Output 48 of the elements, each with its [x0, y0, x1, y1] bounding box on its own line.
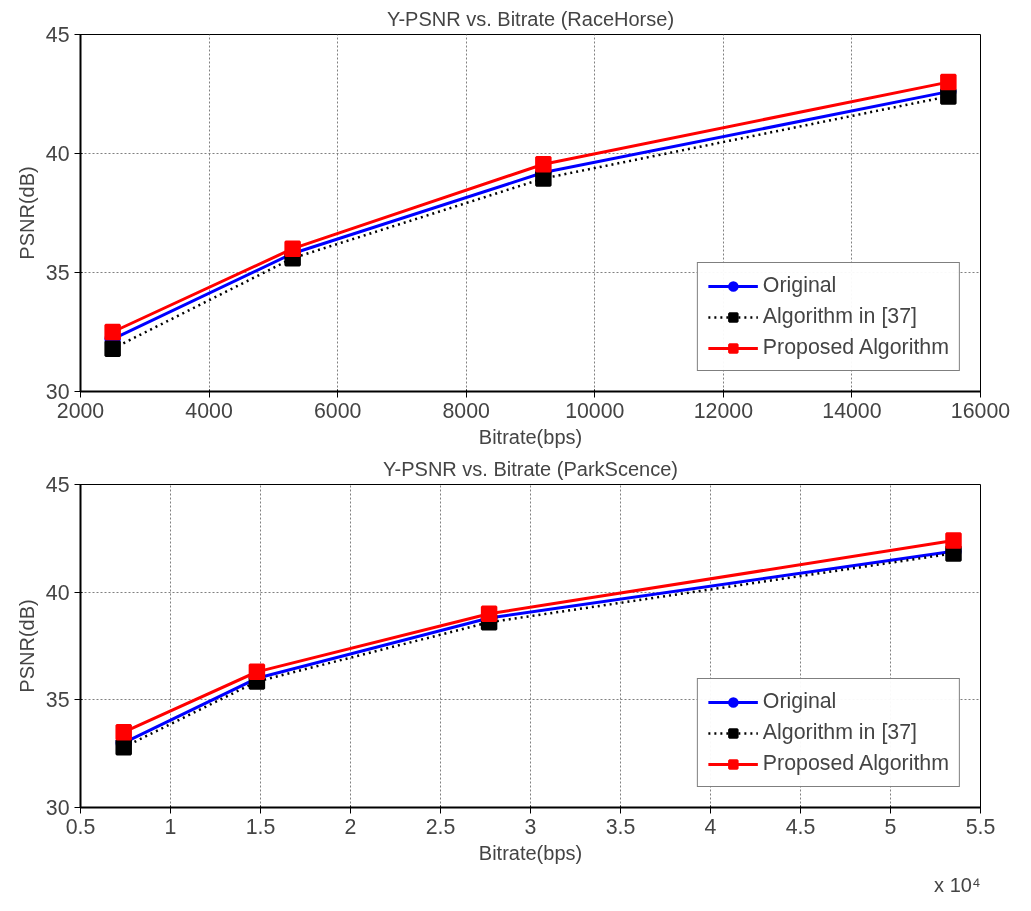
legend-label: Proposed Algorithm: [762, 751, 949, 776]
y-axis-title: PSNR(dB): [15, 166, 38, 260]
x-tick-label: 5: [884, 814, 897, 839]
x-tick-label: 6000: [313, 398, 362, 423]
legend-label: Original: [762, 689, 837, 714]
y-tick-label: 35: [45, 261, 70, 285]
x-tick-label: 4: [704, 814, 717, 839]
x-tick-label: 3.5: [605, 814, 636, 839]
x-tick-label: 5.5: [965, 814, 996, 839]
point: [940, 88, 957, 105]
legend-label: Algorithm in [37]: [762, 304, 917, 329]
legend-label: Proposed Algorithm: [762, 335, 949, 360]
x-tick-label: 12000: [693, 398, 754, 423]
y-tick-label: 40: [45, 580, 70, 605]
y-axis-title: PSNR(dB): [15, 599, 38, 693]
point: [104, 340, 121, 357]
x-tick-label: 10000: [565, 398, 625, 423]
x-axis-title: Bitrate(bps): [478, 425, 583, 448]
y-tick-label: 35: [45, 688, 70, 713]
x-tick-label: 4000: [185, 398, 233, 423]
point: [535, 155, 552, 173]
x-tick-label: 8000: [442, 398, 491, 423]
point: [940, 73, 957, 91]
x-tick-label: 16000: [950, 398, 1011, 423]
point: [284, 240, 301, 257]
x-axis-title: Bitrate(bps): [478, 841, 583, 864]
x-tick-label: 1: [164, 814, 177, 839]
text: x 10⁴: [934, 873, 981, 896]
y-tick-label: 45: [45, 23, 70, 47]
y-tick-label: 45: [45, 473, 70, 497]
point: [480, 605, 498, 622]
point: [115, 723, 132, 741]
legend-label: Original: [762, 273, 837, 298]
x-tick-label: 4.5: [785, 814, 816, 839]
chart-title: Y-PSNR vs. Bitrate (RaceHorse): [386, 7, 675, 30]
x-tick-label: 3: [524, 814, 537, 839]
legend-label: Algorithm in [37]: [762, 720, 917, 745]
x-tick-label: 2: [344, 814, 357, 839]
x-tick-label: 14000: [822, 398, 882, 423]
chart-title: Y-PSNR vs. Bitrate (ParkScence): [383, 457, 678, 480]
point: [104, 323, 121, 341]
y-tick-label: 40: [45, 142, 70, 166]
x-tick-label: 2.5: [425, 814, 456, 839]
point: [115, 738, 132, 756]
x-tick-label: 1.5: [245, 814, 276, 839]
point: [535, 170, 552, 187]
point: [945, 532, 962, 549]
point: [248, 663, 266, 681]
